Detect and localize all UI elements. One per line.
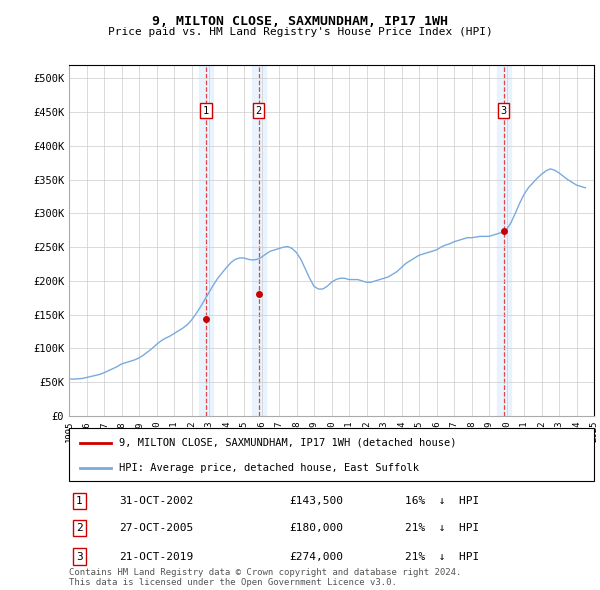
FancyBboxPatch shape bbox=[69, 428, 594, 481]
Text: 9, MILTON CLOSE, SAXMUNDHAM, IP17 1WH (detached house): 9, MILTON CLOSE, SAXMUNDHAM, IP17 1WH (d… bbox=[119, 438, 457, 448]
Text: 21%  ↓  HPI: 21% ↓ HPI bbox=[405, 523, 479, 533]
Text: £180,000: £180,000 bbox=[290, 523, 343, 533]
Text: 3: 3 bbox=[500, 106, 506, 116]
Point bbox=[254, 290, 263, 299]
Bar bbox=[497, 65, 511, 416]
Point bbox=[499, 226, 508, 235]
Text: 2: 2 bbox=[76, 523, 83, 533]
Text: 16%  ↓  HPI: 16% ↓ HPI bbox=[405, 496, 479, 506]
Text: 31-OCT-2002: 31-OCT-2002 bbox=[119, 496, 193, 506]
Text: 21-OCT-2019: 21-OCT-2019 bbox=[119, 552, 193, 562]
Text: Contains HM Land Registry data © Crown copyright and database right 2024.
This d: Contains HM Land Registry data © Crown c… bbox=[69, 568, 461, 587]
Text: 9, MILTON CLOSE, SAXMUNDHAM, IP17 1WH: 9, MILTON CLOSE, SAXMUNDHAM, IP17 1WH bbox=[152, 15, 448, 28]
Text: 3: 3 bbox=[76, 552, 83, 562]
Text: Price paid vs. HM Land Registry's House Price Index (HPI): Price paid vs. HM Land Registry's House … bbox=[107, 27, 493, 37]
Text: 2: 2 bbox=[256, 106, 262, 116]
Text: £143,500: £143,500 bbox=[290, 496, 343, 506]
Text: 27-OCT-2005: 27-OCT-2005 bbox=[119, 523, 193, 533]
Text: 21%  ↓  HPI: 21% ↓ HPI bbox=[405, 552, 479, 562]
Text: HPI: Average price, detached house, East Suffolk: HPI: Average price, detached house, East… bbox=[119, 463, 419, 473]
Text: 1: 1 bbox=[203, 106, 209, 116]
Text: £274,000: £274,000 bbox=[290, 552, 343, 562]
Point bbox=[201, 314, 211, 324]
Text: 1: 1 bbox=[76, 496, 83, 506]
Bar bbox=[199, 65, 213, 416]
Bar bbox=[251, 65, 266, 416]
